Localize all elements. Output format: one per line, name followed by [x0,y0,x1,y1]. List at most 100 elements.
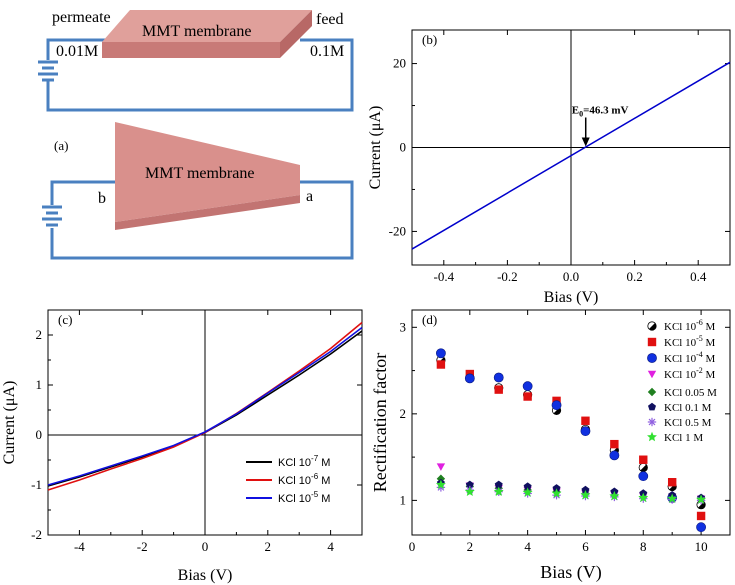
legend-unit: M [703,369,716,381]
data-point [648,402,656,411]
data-point [436,463,446,471]
iv-line [411,61,731,250]
x-tick-label: -2 [137,539,148,554]
legend-label: KCl 10-7 M [278,454,330,469]
data-point [552,484,561,492]
chart-panel-c: -4 -2 0 2 4 -2 -1 0 1 2 Bias (V) Current (μA) (c) KCl… [1,309,363,584]
data-point [647,387,657,397]
legend-label: KCl 10-6 M [664,318,716,333]
y-tick-label: -20 [389,223,406,238]
x-axis-label: Bias (V) [540,562,602,583]
x-tick-label: 8 [640,539,647,554]
data-point [494,480,503,489]
legend-exp: -2 [696,366,703,375]
series-line [47,326,363,486]
y-tick-label: 2 [400,406,407,421]
legend-exp: -6 [311,472,319,481]
data-point [647,370,657,379]
top-battery-icon [38,60,58,82]
y-tick-label: 2 [36,327,43,342]
legend-unit: M [703,337,716,349]
panel-a-label: (a) [54,138,68,153]
top-circuit-wire [46,38,354,112]
legend-main: KCl 10 [664,321,697,333]
x-tick-label: -0.4 [434,269,455,284]
data-point [647,337,657,347]
legend-unit: M [703,321,716,333]
feed-concentration: 0.1M [310,43,344,60]
x-tick-label: 0.4 [690,269,707,284]
y-axis-label: Rectification factor [370,353,390,492]
x-tick-label: 10 [695,539,708,554]
data-point [581,416,590,425]
data-point [493,372,504,383]
y-tick-label: 1 [400,492,407,507]
legend-label: KCl 10-4 M [664,350,716,365]
y-tick-label: -1 [31,477,42,492]
data-point [551,400,562,411]
legend-label: KCl 0.1 M [664,402,712,414]
y-axis-label: Current (μA) [367,106,384,190]
data-point [436,348,446,359]
data-point [610,439,619,449]
data-point [647,353,657,363]
panel-label: (c) [58,312,72,327]
legend-main: KCl 0.5 M [664,417,712,429]
x-tick-label: 4 [327,539,334,554]
legend-main: KCl 10 [664,369,697,381]
legend-main: KCl 10 [664,337,697,349]
legend-main: KCl 10 [278,493,311,505]
x-tick-label: 2 [467,539,474,554]
data-point [494,385,503,394]
bottom-battery-icon [42,205,62,227]
data-point [522,487,533,497]
x-tick-label: 6 [582,539,589,554]
legend-main: KCl 10 [278,475,311,487]
y-tick-label: 3 [400,319,407,334]
wedge-membrane [115,122,300,230]
data-point [464,373,475,384]
x-tick-label: 0 [202,539,209,554]
data-point [435,479,446,490]
top-membrane-label: MMT membrane [142,23,251,40]
annotation-sub: 0 [579,110,583,119]
x-tick-label: 2 [265,539,272,554]
chart-panel-b: -0.4 -0.2 0.0 0.2 0.4 -20 0 20 Bias (V) Current (… [367,29,731,306]
data-point [551,488,562,498]
legend-label: KCl 1 M [664,432,703,444]
top-membrane-slab [102,10,312,58]
data-point [609,490,620,501]
data-point [436,360,446,369]
annotation-main: E [572,105,579,117]
x-tick-label: 0.0 [563,269,579,284]
bottom-membrane-label: MMT membrane [145,165,254,182]
legend-label: KCl 10-5 M [278,490,330,505]
data-point [609,450,620,461]
legend-label: KCl 0.05 M [664,387,717,399]
data-point [523,482,532,490]
annotation-arrowhead [581,137,590,147]
data-point [667,493,678,503]
legend-main: KCl 10 [664,353,697,365]
end-b-label: b [98,190,106,207]
data-point-fill [649,323,657,331]
bottom-circuit-wire [50,180,354,260]
data-point [667,478,677,487]
legend-unit: M [318,493,330,505]
data-point [493,486,504,496]
y-tick-label: 20 [393,56,406,71]
feed-label: feed [316,11,344,28]
legend-exp: -5 [696,334,703,343]
x-tick-label: -0.2 [497,269,518,284]
annotation-rest: =46.3 mV [583,105,628,117]
permeate-concentration: 0.01M [56,43,98,60]
legend-label: KCl 0.5 M [664,417,712,429]
legend-unit: M [318,457,330,469]
end-a-label: a [306,188,313,205]
legend-unit: M [318,475,330,487]
data-point-fill [640,464,648,472]
data-point [580,426,591,437]
panel-label: (d) [422,312,437,327]
